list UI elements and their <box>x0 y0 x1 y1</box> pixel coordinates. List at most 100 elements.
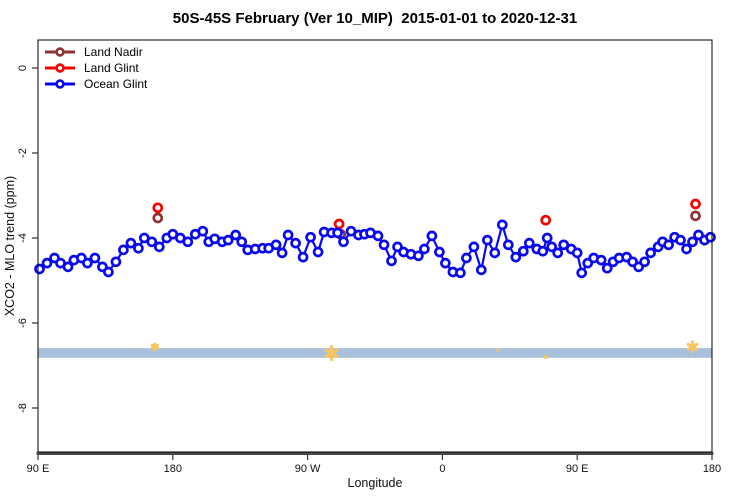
y-tick-label: -2 <box>17 148 29 158</box>
ocean-glint-point <box>118 244 129 256</box>
x-tick-label: 180 <box>164 463 182 475</box>
uncertainty-band <box>38 348 712 358</box>
ocean-glint-point <box>62 261 74 273</box>
ocean-glint-point <box>41 257 53 269</box>
ocean-glint-point <box>222 234 234 246</box>
ocean-glint-point <box>687 236 698 248</box>
y-tick-label: -8 <box>17 403 29 413</box>
ocean-glint-point <box>312 246 324 258</box>
ocean-glint-point <box>595 254 607 266</box>
ocean-glint-point <box>372 230 384 242</box>
ocean-glint-point <box>541 232 553 244</box>
land-nadir-point <box>152 212 164 224</box>
ocean-glint-point <box>230 229 242 241</box>
ocean-glint-point <box>639 256 650 268</box>
ocean-glint-point <box>146 236 158 248</box>
ocean-glint-point <box>413 250 424 262</box>
legend-item-land-nadir: Land Nadir <box>44 44 147 60</box>
ocean-glint-point <box>182 236 194 248</box>
legend-label-land-glint: Land Glint <box>84 61 139 75</box>
ocean-glint-point <box>645 247 656 259</box>
ocean-glint-point <box>675 234 686 246</box>
ocean-glint-point <box>434 246 445 258</box>
ocean-glint-point <box>481 234 493 246</box>
ocean-glint-point <box>110 256 122 268</box>
ocean-glint-point <box>601 262 613 274</box>
ocean-glint-point <box>552 247 564 259</box>
ocean-glint-point <box>103 266 114 278</box>
band-mark <box>496 348 500 352</box>
land-glint-point <box>540 214 552 226</box>
band-mark-ray <box>324 348 339 358</box>
ocean-glint-point <box>236 236 248 248</box>
y-tick-label: 0 <box>17 65 29 71</box>
ocean-glint-point <box>705 231 716 243</box>
ocean-glint-point <box>338 236 349 248</box>
land-glint-marker-icon <box>45 63 75 73</box>
ocean-glint-point <box>468 241 480 253</box>
land-nadir-marker-icon <box>45 47 75 57</box>
chart-title: 50S-45S February (Ver 10_MIP) 2015-01-01… <box>172 10 578 27</box>
ocean-glint-point <box>426 230 438 242</box>
legend-label-land-nadir: Land Nadir <box>84 45 143 59</box>
ocean-glint-point <box>475 264 487 276</box>
ocean-glint-point <box>282 229 294 241</box>
ocean-glint-point <box>378 239 390 251</box>
x-tick-label: 0 <box>439 463 445 475</box>
ocean-glint-point <box>537 245 549 257</box>
ocean-glint-point <box>386 255 397 267</box>
y-axis-title: XCO2 - MLO trend (ppm) <box>3 176 17 316</box>
ocean-glint-point <box>270 239 282 251</box>
ocean-glint-point <box>546 241 558 253</box>
land-nadir-point <box>690 210 701 222</box>
land-glint-point <box>152 202 164 214</box>
ocean-glint-point <box>440 257 451 269</box>
ocean-glint-marker-icon <box>45 79 75 89</box>
legend-item-ocean-glint: Ocean Glint <box>44 76 147 92</box>
ocean-glint-point <box>489 247 501 259</box>
ocean-glint-point <box>558 239 570 251</box>
ocean-glint-point <box>297 251 309 263</box>
ocean-glint-point <box>82 257 93 269</box>
legend-label-ocean-glint: Ocean Glint <box>84 77 148 91</box>
y-tick-label: -4 <box>17 233 29 243</box>
ocean-glint-point <box>681 243 692 255</box>
ocean-glint-point <box>517 245 529 257</box>
ocean-glint-point <box>89 252 101 264</box>
ocean-glint-point <box>125 237 137 249</box>
land-glint-point <box>333 218 345 230</box>
x-tick-label: 180 <box>703 463 721 475</box>
ocean-glint-point <box>153 241 165 253</box>
ocean-glint-point <box>576 267 588 279</box>
x-tick-label: 90 E <box>27 463 50 475</box>
land-glint-point <box>690 198 701 210</box>
x-axis-title: Longitude <box>348 476 403 490</box>
ocean-glint-point <box>510 251 522 263</box>
ocean-glint-point <box>290 237 301 249</box>
y-tick-label: -6 <box>17 318 29 328</box>
ocean-glint-point <box>523 237 535 249</box>
x-tick-label: 90 W <box>295 463 321 475</box>
ocean-glint-point <box>332 227 343 239</box>
ocean-glint-point <box>276 247 288 259</box>
ocean-glint-point <box>461 252 472 264</box>
ocean-glint-point <box>133 242 144 254</box>
plot-border <box>37 39 713 453</box>
ocean-glint-point <box>455 267 466 279</box>
x-tick-label: 90 E <box>566 463 589 475</box>
ocean-glint-point <box>571 247 583 259</box>
band-mark-ray <box>150 343 159 350</box>
ocean-glint-point <box>34 263 45 275</box>
ocean-glint-point <box>502 239 514 251</box>
ocean-glint-point <box>663 239 674 251</box>
ocean-glint-point <box>305 231 316 243</box>
band-mark <box>543 355 548 359</box>
ocean-glint-point <box>419 243 430 255</box>
band-mark-ray <box>686 342 699 351</box>
ocean-glint-point <box>496 219 508 231</box>
legend-item-land-glint: Land Glint <box>44 60 147 76</box>
ocean-glint-point <box>197 225 209 237</box>
legend: Land Nadir Land Glint Ocean Glint <box>44 44 147 92</box>
